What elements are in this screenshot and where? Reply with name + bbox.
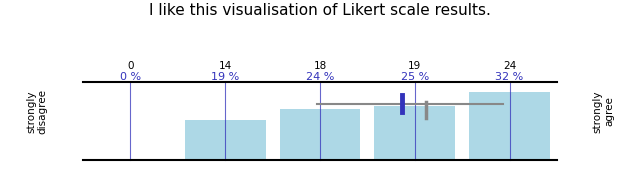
Bar (374, 106, 455, 161)
Bar (185, 120, 266, 161)
Text: 0 %: 0 % (120, 72, 141, 82)
Text: strongly
disagree: strongly disagree (26, 89, 47, 134)
Text: 14: 14 (219, 61, 232, 71)
Text: 24: 24 (503, 61, 516, 71)
Text: 24 %: 24 % (306, 72, 334, 82)
Text: 19: 19 (408, 61, 421, 71)
Text: strongly
agree: strongly agree (593, 90, 614, 133)
Text: 32 %: 32 % (495, 72, 524, 82)
Bar (469, 92, 550, 161)
Text: 25 %: 25 % (401, 72, 429, 82)
Text: 18: 18 (314, 61, 326, 71)
Bar (280, 109, 360, 161)
Text: I like this visualisation of Likert scale results.: I like this visualisation of Likert scal… (149, 2, 491, 17)
Text: 0: 0 (127, 61, 134, 71)
Text: 19 %: 19 % (211, 72, 239, 82)
